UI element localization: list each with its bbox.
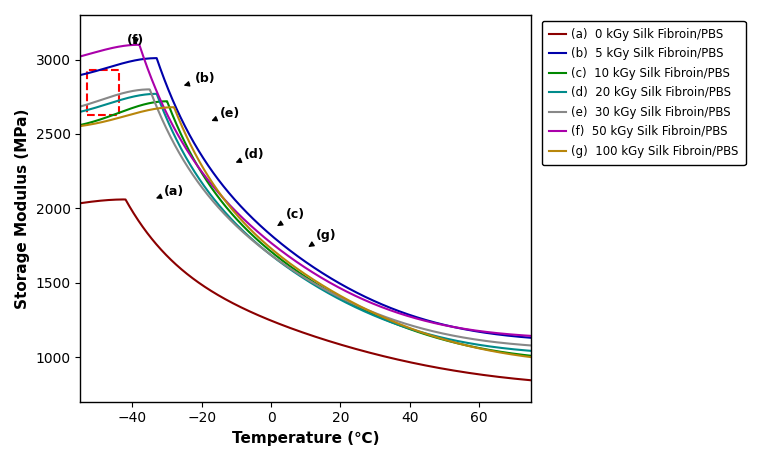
(g)  100 kGy Silk Fibroin/PBS <box>169 105 178 110</box>
(a)  0 kGy Silk Fibroin/PBS <box>120 197 130 202</box>
Line: (c)  10 kGy Silk Fibroin/PBS: (c) 10 kGy Silk Fibroin/PBS <box>81 101 531 356</box>
Text: (g): (g) <box>309 229 337 246</box>
Line: (e)  30 kGy Silk Fibroin/PBS: (e) 30 kGy Silk Fibroin/PBS <box>81 89 531 345</box>
(b)  5 kGy Silk Fibroin/PBS <box>527 335 536 341</box>
(c)  10 kGy Silk Fibroin/PBS <box>122 107 131 113</box>
(e)  30 kGy Silk Fibroin/PBS <box>427 328 437 334</box>
(e)  30 kGy Silk Fibroin/PBS <box>145 87 154 92</box>
(c)  10 kGy Silk Fibroin/PBS <box>76 122 85 128</box>
(f)  50 kGy Silk Fibroin/PBS <box>258 234 267 239</box>
(e)  30 kGy Silk Fibroin/PBS <box>386 316 395 321</box>
(d)  20 kGy Silk Fibroin/PBS <box>436 335 445 340</box>
(b)  5 kGy Silk Fibroin/PBS <box>436 321 445 327</box>
Line: (d)  20 kGy Silk Fibroin/PBS: (d) 20 kGy Silk Fibroin/PBS <box>81 94 531 351</box>
(a)  0 kGy Silk Fibroin/PBS <box>386 355 395 361</box>
(d)  20 kGy Silk Fibroin/PBS <box>76 109 85 114</box>
(f)  50 kGy Silk Fibroin/PBS <box>275 247 284 252</box>
(d)  20 kGy Silk Fibroin/PBS <box>275 259 284 264</box>
Line: (f)  50 kGy Silk Fibroin/PBS: (f) 50 kGy Silk Fibroin/PBS <box>81 45 531 336</box>
(c)  10 kGy Silk Fibroin/PBS <box>527 353 536 359</box>
(e)  30 kGy Silk Fibroin/PBS <box>275 258 284 264</box>
(e)  30 kGy Silk Fibroin/PBS <box>122 89 131 95</box>
(a)  0 kGy Silk Fibroin/PBS <box>527 378 536 383</box>
(g)  100 kGy Silk Fibroin/PBS <box>386 318 395 323</box>
(a)  0 kGy Silk Fibroin/PBS <box>76 201 85 206</box>
(g)  100 kGy Silk Fibroin/PBS <box>76 123 85 129</box>
(c)  10 kGy Silk Fibroin/PBS <box>436 336 445 342</box>
Text: (f): (f) <box>127 34 145 47</box>
(b)  5 kGy Silk Fibroin/PBS <box>258 225 267 231</box>
Line: (a)  0 kGy Silk Fibroin/PBS: (a) 0 kGy Silk Fibroin/PBS <box>81 200 531 380</box>
(g)  100 kGy Silk Fibroin/PBS <box>122 113 131 118</box>
(e)  30 kGy Silk Fibroin/PBS <box>436 330 445 336</box>
(e)  30 kGy Silk Fibroin/PBS <box>527 343 536 348</box>
Line: (b)  5 kGy Silk Fibroin/PBS: (b) 5 kGy Silk Fibroin/PBS <box>81 58 531 338</box>
X-axis label: Temperature (℃): Temperature (℃) <box>232 431 379 446</box>
(d)  20 kGy Silk Fibroin/PBS <box>152 91 162 97</box>
(c)  10 kGy Silk Fibroin/PBS <box>275 255 284 261</box>
(a)  0 kGy Silk Fibroin/PBS <box>123 199 132 205</box>
Text: (b): (b) <box>185 72 216 86</box>
(f)  50 kGy Silk Fibroin/PBS <box>386 307 395 313</box>
(f)  50 kGy Silk Fibroin/PBS <box>427 320 437 325</box>
(a)  0 kGy Silk Fibroin/PBS <box>275 321 284 327</box>
(a)  0 kGy Silk Fibroin/PBS <box>427 364 437 370</box>
(c)  10 kGy Silk Fibroin/PBS <box>258 242 267 248</box>
(c)  10 kGy Silk Fibroin/PBS <box>386 319 395 325</box>
(g)  100 kGy Silk Fibroin/PBS <box>275 253 284 258</box>
(a)  0 kGy Silk Fibroin/PBS <box>258 314 267 320</box>
(a)  0 kGy Silk Fibroin/PBS <box>436 366 445 371</box>
Text: (d): (d) <box>237 148 264 162</box>
(c)  10 kGy Silk Fibroin/PBS <box>427 334 437 339</box>
(g)  100 kGy Silk Fibroin/PBS <box>527 355 536 360</box>
(b)  5 kGy Silk Fibroin/PBS <box>152 55 162 61</box>
(f)  50 kGy Silk Fibroin/PBS <box>436 322 445 327</box>
(d)  20 kGy Silk Fibroin/PBS <box>122 95 131 101</box>
(c)  10 kGy Silk Fibroin/PBS <box>162 99 171 104</box>
(g)  100 kGy Silk Fibroin/PBS <box>258 239 267 244</box>
(d)  20 kGy Silk Fibroin/PBS <box>427 332 437 338</box>
Bar <box>88 70 119 115</box>
(d)  20 kGy Silk Fibroin/PBS <box>386 319 395 325</box>
Line: (g)  100 kGy Silk Fibroin/PBS: (g) 100 kGy Silk Fibroin/PBS <box>81 107 531 357</box>
(g)  100 kGy Silk Fibroin/PBS <box>427 333 437 339</box>
(f)  50 kGy Silk Fibroin/PBS <box>527 333 536 339</box>
Text: (a): (a) <box>157 185 184 198</box>
(f)  50 kGy Silk Fibroin/PBS <box>76 53 85 59</box>
(b)  5 kGy Silk Fibroin/PBS <box>275 239 284 245</box>
Y-axis label: Storage Modulus (MPa): Storage Modulus (MPa) <box>15 108 30 308</box>
(b)  5 kGy Silk Fibroin/PBS <box>427 319 437 325</box>
(d)  20 kGy Silk Fibroin/PBS <box>527 348 536 354</box>
(e)  30 kGy Silk Fibroin/PBS <box>76 104 85 109</box>
(b)  5 kGy Silk Fibroin/PBS <box>386 305 395 311</box>
(f)  50 kGy Silk Fibroin/PBS <box>135 42 144 47</box>
Text: (e): (e) <box>213 106 239 121</box>
(b)  5 kGy Silk Fibroin/PBS <box>122 59 131 65</box>
Text: (c): (c) <box>278 208 305 225</box>
(e)  30 kGy Silk Fibroin/PBS <box>258 246 267 252</box>
(b)  5 kGy Silk Fibroin/PBS <box>76 72 85 78</box>
(g)  100 kGy Silk Fibroin/PBS <box>436 336 445 341</box>
(f)  50 kGy Silk Fibroin/PBS <box>122 43 131 48</box>
(d)  20 kGy Silk Fibroin/PBS <box>258 246 267 252</box>
Legend: (a)  0 kGy Silk Fibroin/PBS, (b)  5 kGy Silk Fibroin/PBS, (c)  10 kGy Silk Fibro: (a) 0 kGy Silk Fibroin/PBS, (b) 5 kGy Si… <box>542 21 745 165</box>
